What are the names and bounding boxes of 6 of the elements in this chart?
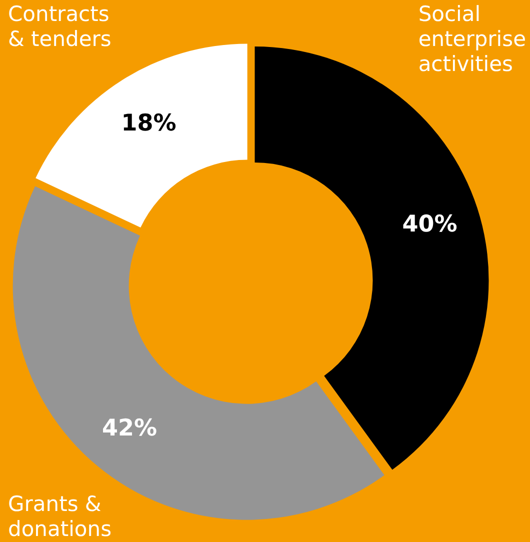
slice-label: Social enterprise activities (418, 2, 526, 76)
slice-label: Grants & donations (8, 492, 112, 541)
slice-label: Contracts & tenders (8, 2, 112, 51)
data-label: 18% (121, 110, 176, 136)
data-label: 40% (402, 212, 458, 238)
data-label: 42% (102, 416, 158, 442)
